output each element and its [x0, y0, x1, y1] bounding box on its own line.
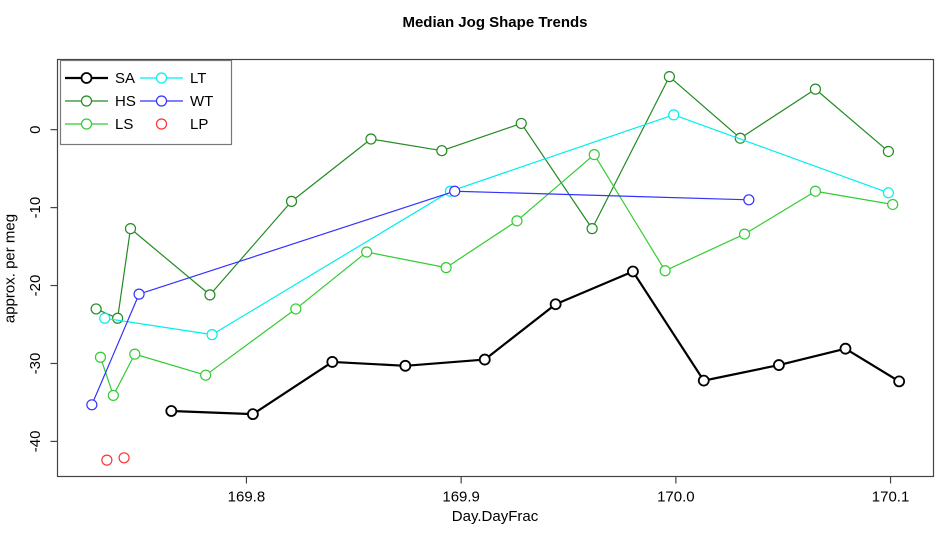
legend-label: SA	[115, 70, 135, 87]
x-tick-label: 170.1	[872, 489, 910, 506]
legend: SA HS LS LT WT LP	[59, 59, 233, 146]
x-tick-label: 169.9	[442, 489, 480, 506]
data-point-marker	[107, 389, 119, 402]
data-point-marker	[743, 194, 755, 206]
y-tick-label: -20	[27, 275, 44, 297]
data-point-marker	[839, 342, 852, 355]
data-point-marker	[882, 145, 895, 158]
data-point-marker	[663, 71, 676, 83]
data-point-marker	[94, 351, 107, 363]
data-point-marker	[90, 303, 102, 315]
data-point-marker	[668, 109, 680, 121]
y-tick-label: 0	[27, 125, 44, 133]
data-point-marker	[86, 399, 98, 411]
data-point-marker	[118, 452, 130, 464]
y-tick-label: -40	[27, 431, 44, 453]
plot-box	[56, 58, 935, 478]
series-line	[104, 114, 889, 336]
series-line	[91, 190, 749, 406]
data-point-marker	[511, 215, 523, 227]
series-LS	[94, 148, 899, 402]
data-point-marker	[440, 262, 452, 274]
data-point-marker	[112, 312, 124, 324]
series-LP	[101, 452, 130, 466]
data-point-marker	[361, 246, 373, 258]
x-tick-label: 170.0	[657, 489, 695, 506]
data-point-marker	[124, 223, 137, 235]
legend-label: LT	[190, 70, 206, 87]
data-point-marker	[887, 198, 899, 211]
legend-marker	[80, 72, 93, 84]
data-point-marker	[165, 405, 178, 417]
data-point-marker	[738, 228, 751, 240]
data-point-marker	[101, 454, 113, 466]
data-point-marker	[809, 83, 822, 95]
data-point-marker	[204, 289, 216, 301]
x-tick-label: 169.8	[228, 489, 266, 506]
y-tick-label: -30	[27, 353, 44, 375]
data-point-marker	[697, 374, 710, 387]
data-point-marker	[200, 369, 212, 381]
x-axis: 169.8 169.9 170.0 170.1	[228, 476, 910, 506]
chart-title: Median Jog Shape Trends	[402, 14, 588, 31]
legend-label: LS	[115, 116, 133, 133]
data-point-marker	[893, 375, 906, 388]
data-point-marker	[326, 356, 339, 368]
data-point-marker	[206, 329, 218, 341]
data-point-marker	[882, 187, 895, 199]
legend-marker	[80, 118, 93, 130]
data-point-marker	[365, 133, 377, 145]
y-tick-label: -10	[27, 197, 44, 219]
data-point-marker	[290, 303, 302, 315]
legend-marker	[80, 95, 93, 107]
data-point-marker	[449, 185, 461, 197]
data-point-marker	[588, 148, 600, 161]
y-axis: 0 -10 -20 -30 -40	[27, 125, 58, 452]
series-WT	[86, 185, 755, 411]
data-point-marker	[99, 312, 111, 324]
data-point-marker	[399, 359, 412, 372]
data-point-marker	[734, 132, 746, 144]
legend-label: HS	[115, 93, 136, 110]
data-point-marker	[586, 223, 598, 235]
series-HS	[90, 71, 895, 324]
series-SA	[165, 265, 906, 421]
data-point-marker	[478, 353, 491, 366]
legend-marker	[155, 72, 168, 84]
data-point-marker	[285, 195, 298, 207]
legend-marker	[155, 95, 168, 107]
data-point-marker	[129, 348, 141, 360]
data-point-marker	[809, 185, 822, 197]
data-point-marker	[773, 359, 785, 371]
data-point-marker	[549, 298, 562, 311]
data-point-marker	[627, 265, 639, 278]
legend-marker	[155, 118, 168, 130]
data-point-marker	[246, 408, 259, 421]
legend-label: LP	[190, 116, 208, 133]
series-line	[99, 153, 893, 397]
legend-label: WT	[190, 93, 213, 110]
data-point-marker	[436, 145, 448, 157]
data-point-marker	[515, 117, 527, 130]
data-point-marker	[659, 265, 671, 277]
x-axis-label: Day.DayFrac	[451, 508, 539, 525]
data-point-marker	[133, 288, 145, 300]
